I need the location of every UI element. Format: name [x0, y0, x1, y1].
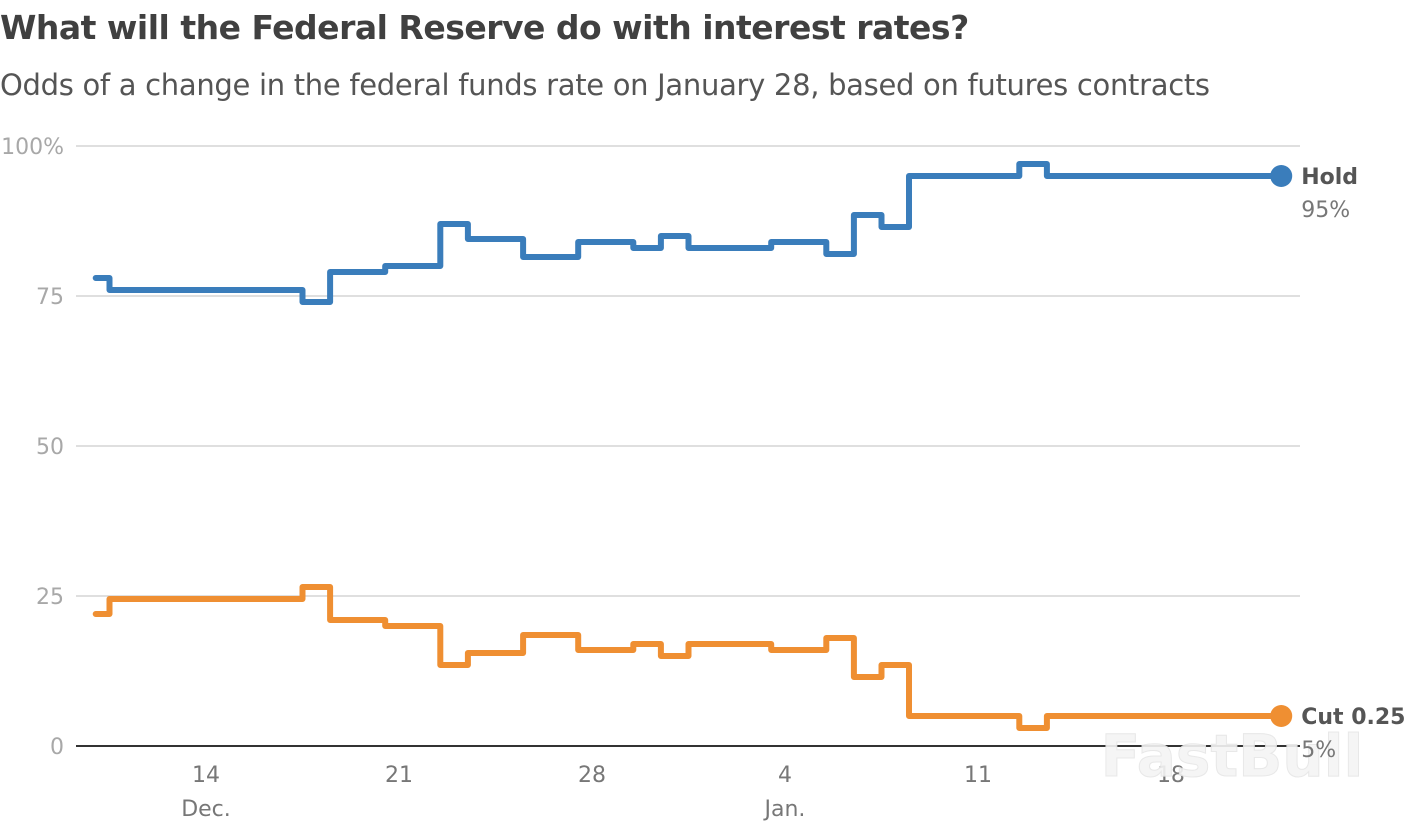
- x-axis-ticks: 14 Dec. 21 28 4 Jan. 11 18: [181, 763, 1185, 822]
- series-final-value: 95%: [1301, 198, 1350, 223]
- series-lines: [92, 161, 1293, 731]
- x-tick-label: 18: [1157, 763, 1185, 788]
- x-tick-sublabel: Jan.: [763, 797, 806, 822]
- end-point-marker: [1270, 165, 1293, 187]
- y-axis-ticks: 100% 75 50 25 0: [1, 135, 64, 760]
- series-line-cut-0-25: [92, 584, 1285, 731]
- x-tick-label: 28: [578, 763, 606, 788]
- series-label: Hold: [1301, 165, 1358, 190]
- x-tick-sublabel: Dec.: [181, 797, 231, 822]
- x-tick-label: 21: [385, 763, 413, 788]
- x-tick-label: 4: [778, 763, 792, 788]
- watermark: FastBull: [1101, 722, 1364, 790]
- y-tick-label: 0: [50, 735, 64, 760]
- y-tick-label: 25: [36, 585, 64, 610]
- chart-subtitle: Odds of a change in the federal funds ra…: [0, 68, 1210, 102]
- x-tick-label: 11: [964, 763, 992, 788]
- series-final-value: 5%: [1301, 738, 1336, 763]
- chart-title: What will the Federal Reserve do with in…: [0, 8, 969, 47]
- y-tick-label: 75: [36, 285, 64, 310]
- y-tick-label: 50: [36, 435, 64, 460]
- series-label: Cut 0.25: [1301, 705, 1405, 730]
- series-line-hold: [92, 161, 1285, 305]
- x-tick-label: 14: [192, 763, 220, 788]
- end-point-marker: [1270, 705, 1293, 727]
- y-tick-label: 100%: [1, 135, 64, 160]
- series-labels: Hold 95% Cut 0.25 5%: [1301, 165, 1405, 763]
